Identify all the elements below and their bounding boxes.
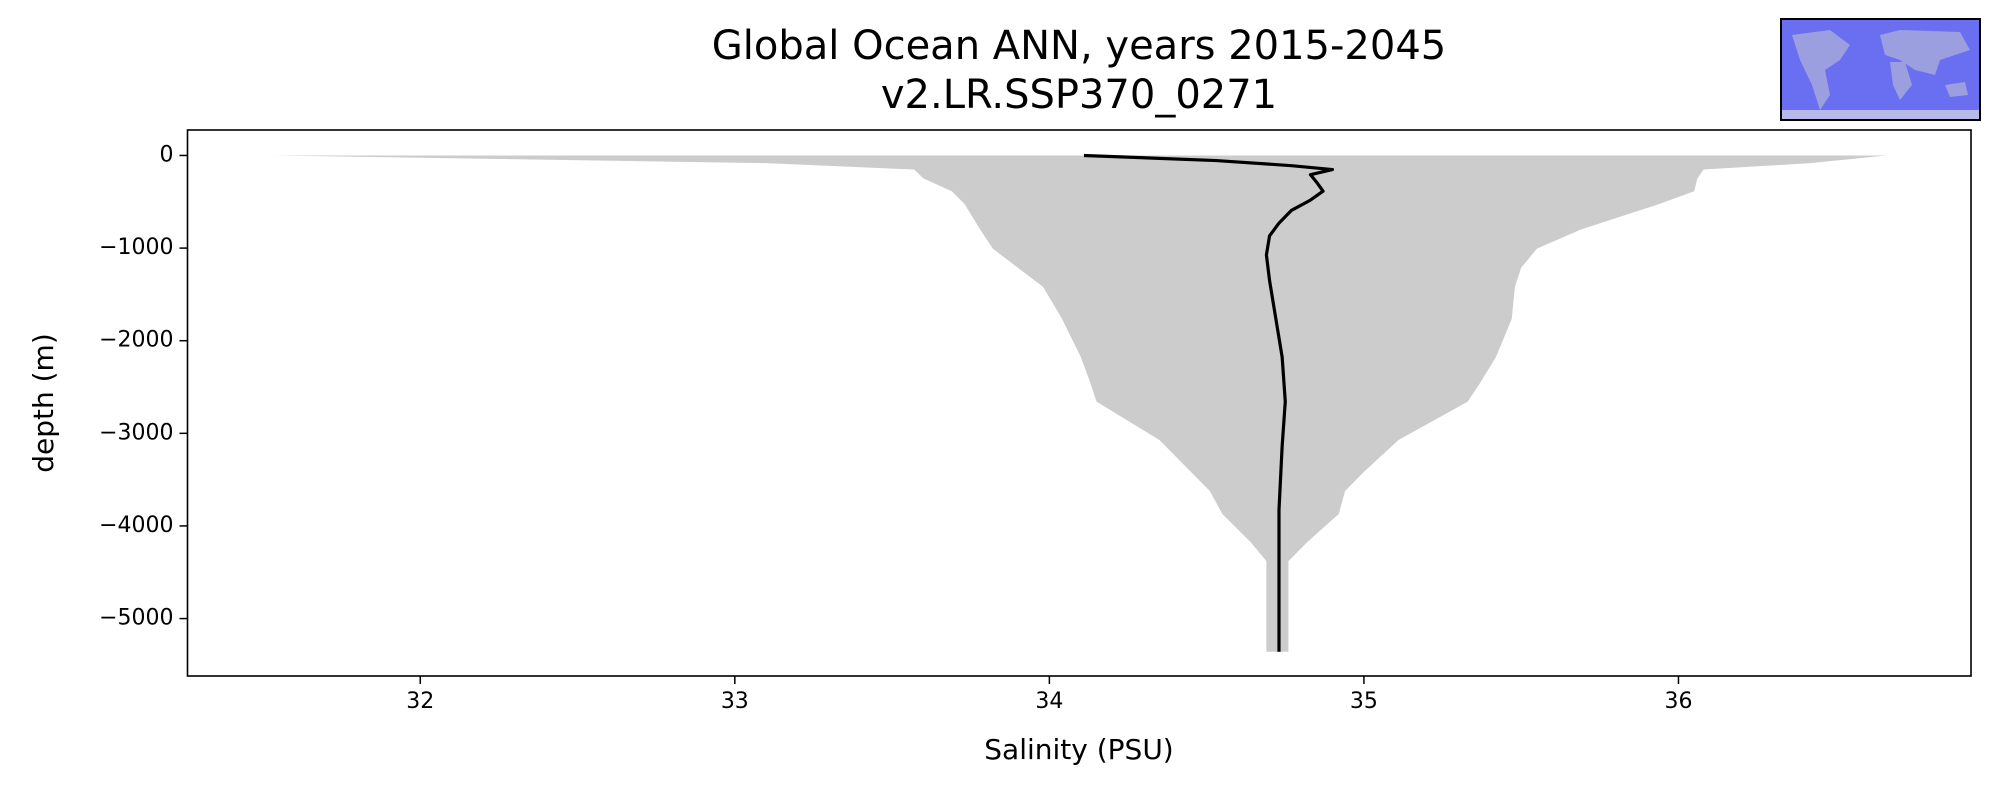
x-tick-label: 35 — [1350, 689, 1378, 714]
y-tick-label: −4000 — [99, 513, 173, 538]
plot-frame — [186, 129, 1972, 677]
region-map-inset — [1780, 18, 1981, 121]
mean-profile-line — [1083, 153, 1335, 652]
x-tick-label: 32 — [406, 689, 434, 714]
y-tick-label: −3000 — [99, 420, 173, 445]
x-tick-label: 36 — [1664, 689, 1692, 714]
range-band — [272, 155, 1887, 652]
x-tick-label: 33 — [721, 689, 749, 714]
chart-subtitle: v2.LR.SSP370_0271 — [881, 72, 1277, 118]
x-axis-label: Salinity (PSU) — [984, 733, 1173, 766]
chart-title: Global Ocean ANN, years 2015-2045 — [712, 23, 1446, 69]
y-axis-label: depth (m) — [27, 333, 60, 473]
x-tick-label: 34 — [1035, 689, 1063, 714]
y-tick-label: −2000 — [99, 328, 173, 353]
y-tick-label: 0 — [160, 142, 174, 167]
y-tick-label: −5000 — [99, 606, 173, 631]
y-tick-label: −1000 — [99, 235, 173, 260]
